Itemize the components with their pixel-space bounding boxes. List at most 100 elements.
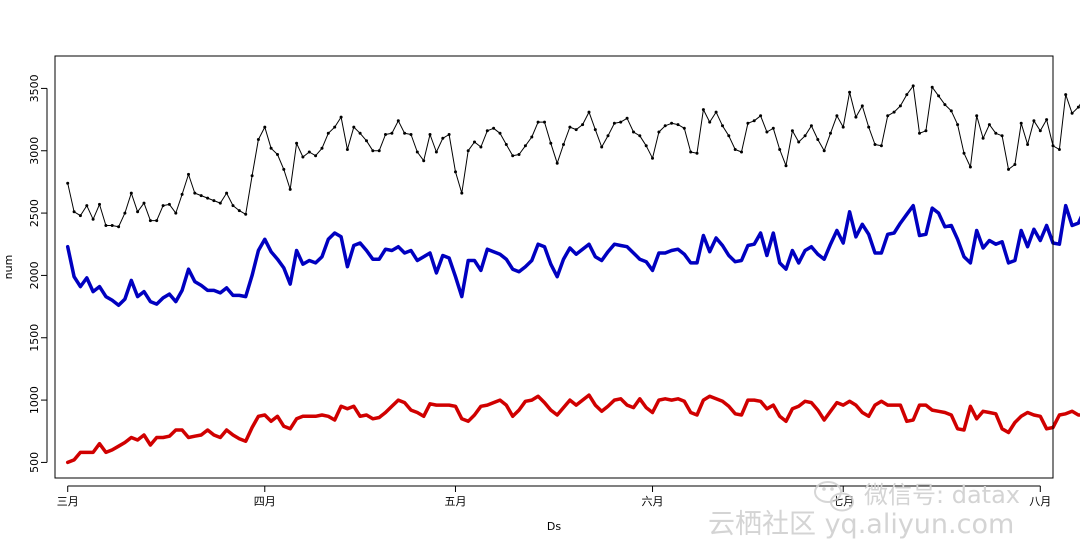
data-point	[721, 124, 724, 128]
data-point	[155, 219, 159, 223]
data-point	[409, 133, 413, 136]
data-point	[1057, 148, 1061, 151]
data-point	[434, 150, 438, 154]
data-point	[835, 114, 839, 118]
data-point	[231, 204, 235, 208]
data-point	[1045, 118, 1049, 122]
data-point	[803, 134, 807, 138]
data-point	[352, 125, 356, 129]
data-point	[199, 194, 203, 198]
data-point	[473, 140, 476, 144]
data-point	[1007, 167, 1010, 171]
data-point	[1076, 105, 1080, 109]
data-point	[816, 138, 820, 141]
data-point	[873, 143, 877, 146]
data-point	[854, 115, 858, 119]
data-point	[848, 90, 852, 94]
data-point	[511, 154, 515, 158]
data-point	[701, 108, 705, 112]
y-tick-label: 500	[28, 452, 41, 473]
data-point	[250, 174, 254, 178]
data-point	[428, 133, 432, 136]
data-point	[339, 115, 343, 119]
data-point	[689, 150, 693, 154]
data-point	[301, 155, 305, 159]
data-point	[320, 146, 324, 150]
data-point	[212, 199, 216, 203]
data-point	[918, 131, 921, 135]
data-point	[752, 119, 756, 123]
data-point	[809, 124, 813, 128]
data-point	[104, 224, 108, 227]
data-point	[930, 85, 934, 89]
data-point	[771, 126, 775, 130]
data-point	[943, 103, 947, 107]
y-tick-label: 3500	[28, 74, 41, 102]
data-point	[415, 150, 419, 154]
data-point	[860, 104, 864, 108]
data-point	[225, 191, 229, 195]
data-point	[670, 121, 674, 125]
data-point	[638, 134, 642, 138]
data-point	[123, 211, 127, 215]
data-point	[581, 123, 585, 127]
data-point	[536, 120, 540, 124]
data-point	[504, 143, 508, 146]
watermark-primary: 微信号: datax	[864, 481, 1020, 509]
data-point	[276, 153, 279, 156]
data-point	[78, 214, 82, 218]
data-point	[1064, 93, 1068, 97]
plot-frame	[54, 55, 1054, 479]
data-point	[1019, 121, 1023, 125]
data-point	[790, 129, 794, 133]
wechat-logo-icon	[814, 481, 854, 512]
data-point	[384, 133, 387, 136]
data-point	[822, 149, 826, 153]
data-point	[129, 191, 133, 195]
data-point	[85, 204, 89, 208]
data-point	[663, 124, 667, 128]
x-tick-label: 四月	[254, 495, 276, 508]
watermark-secondary: 云栖社区 yq.aliyun.com	[708, 509, 1014, 540]
data-point	[994, 131, 998, 135]
data-point	[498, 131, 502, 135]
data-point	[1032, 119, 1036, 123]
data-point	[282, 167, 286, 171]
data-point	[644, 144, 648, 148]
data-point	[593, 128, 597, 132]
data-point	[727, 134, 731, 138]
data-point	[619, 120, 623, 124]
data-point	[682, 126, 686, 130]
data-point	[441, 136, 445, 140]
data-point	[136, 210, 140, 214]
data-point	[606, 134, 610, 138]
data-point	[466, 149, 470, 153]
data-point	[307, 150, 311, 154]
data-point	[612, 121, 616, 125]
data-point	[956, 123, 960, 127]
y-tick-label: 2000	[28, 261, 41, 289]
data-point	[740, 150, 743, 154]
data-point	[600, 145, 604, 149]
data-point	[1026, 143, 1030, 146]
data-point	[326, 131, 330, 135]
data-point	[841, 125, 845, 129]
data-point	[676, 123, 680, 127]
data-point	[1070, 111, 1074, 115]
data-point	[390, 131, 394, 135]
data-point	[549, 141, 553, 145]
data-point	[110, 224, 114, 227]
data-point	[898, 104, 902, 108]
data-point	[66, 181, 70, 185]
data-point	[454, 170, 457, 174]
data-point	[447, 133, 451, 136]
data-point	[148, 219, 152, 223]
data-point	[314, 154, 318, 158]
data-point	[1000, 134, 1004, 138]
data-point	[555, 161, 559, 165]
data-point	[905, 93, 909, 97]
data-point	[886, 114, 890, 118]
data-point	[295, 141, 299, 145]
data-point	[987, 123, 991, 127]
data-point	[206, 196, 210, 200]
